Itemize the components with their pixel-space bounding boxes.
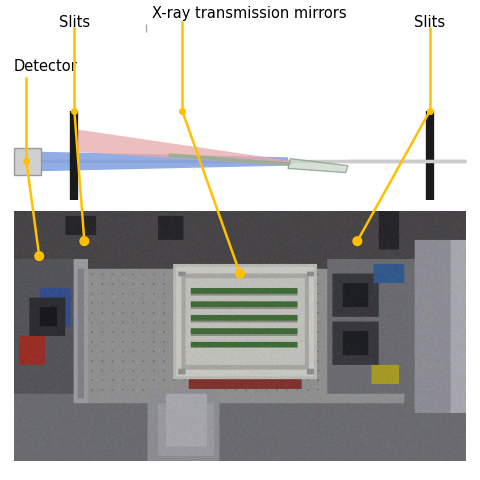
Text: Detector: Detector: [13, 60, 77, 74]
Bar: [14, 147, 41, 175]
Polygon shape: [288, 159, 348, 173]
Polygon shape: [168, 153, 294, 166]
Text: X-ray transmission mirrors: X-ray transmission mirrors: [152, 6, 347, 22]
Polygon shape: [74, 130, 295, 166]
Polygon shape: [41, 152, 288, 171]
Text: Slits: Slits: [59, 15, 90, 30]
Text: Slits: Slits: [414, 15, 445, 30]
